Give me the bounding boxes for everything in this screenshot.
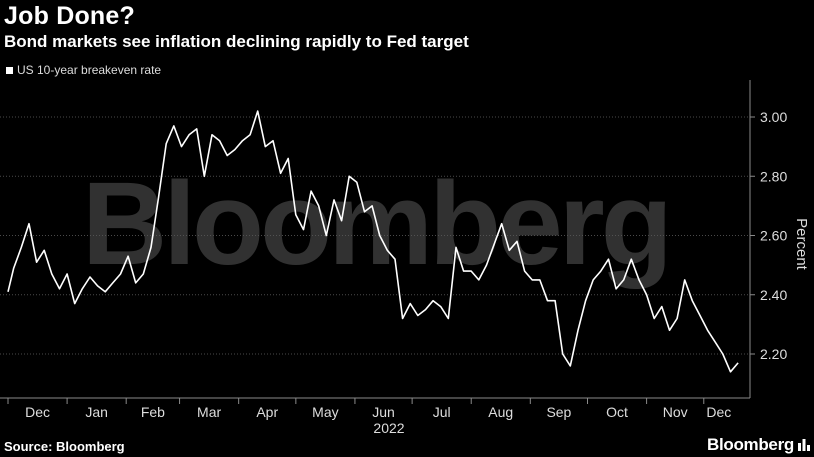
x-axis: Dec Jan Feb Mar Apr May Jun Jul Aug Sep Oct Nov Dec [7,398,731,420]
bar-chart-icon [798,439,810,451]
x-tick-label: Jul [433,404,451,420]
x-tick-label: Apr [256,404,278,420]
series-line-breakeven-rate [7,110,739,373]
chart-subtitle: Bond markets see inflation declining rap… [4,32,469,51]
source-note: Source: Bloomberg [4,439,125,454]
legend-swatch [6,66,13,74]
y-tick-label: 2.40 [760,287,787,303]
x-tick-label: Feb [141,404,165,420]
y-tick-label: 2.20 [760,346,787,362]
series-layer [7,110,739,373]
watermark: Bloomberg [82,158,669,290]
y-axis: 2.20 2.40 2.60 2.80 3.00 [750,109,787,362]
x-tick-label: Dec [25,404,50,420]
x-tick-label: Dec [706,404,731,420]
x-tick-label: May [312,404,338,420]
y-tick-label: 2.80 [760,168,787,184]
x-tick-label: Sep [546,404,571,420]
y-tick-label: 2.60 [760,228,787,244]
chart-title: Job Done? [4,2,135,30]
brand-logo: Bloomberg [706,435,794,454]
x-tick-label: Jun [372,404,395,420]
x-tick-label: Aug [488,404,513,420]
x-tick-label: Oct [606,404,628,420]
legend-label: US 10-year breakeven rate [17,63,162,77]
x-tick-label: Nov [663,404,688,420]
x-axis-year-label: 2022 [373,420,404,436]
y-tick-label: 3.00 [760,109,787,125]
x-tick-label: Mar [197,404,221,420]
grid-lines [0,116,750,355]
x-tick-label: Jan [85,404,108,420]
y-axis-title: Percent [793,218,810,271]
legend: US 10-year breakeven rate [6,63,161,77]
